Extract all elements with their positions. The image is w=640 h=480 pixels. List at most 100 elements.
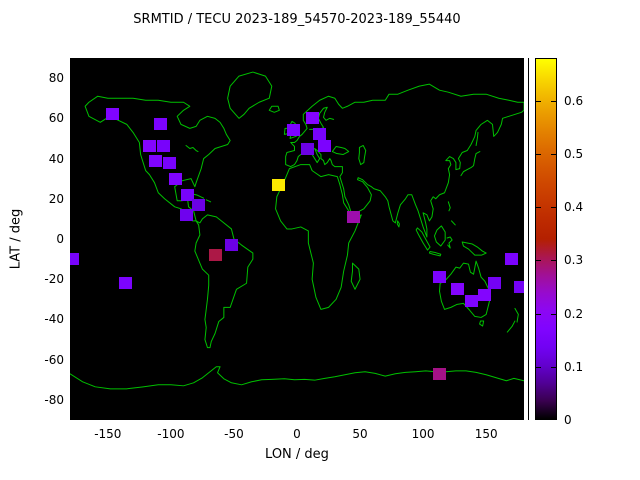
heatmap-cell: [433, 367, 446, 380]
coastline-sulawesi: [447, 237, 452, 248]
colorbar-tick-mark: [536, 100, 541, 102]
coastline-hispaniola: [206, 200, 210, 202]
x-axis-label: LON / deg: [265, 447, 329, 462]
heatmap-cell: [224, 239, 238, 252]
coastline-new-zealand-south: [507, 321, 515, 332]
x-tick-label: 50: [352, 427, 368, 441]
y-axis-label: LAT / deg: [8, 208, 24, 270]
heatmap-cell: [163, 156, 177, 169]
y-tick-label: -20: [44, 272, 64, 287]
colorbar-tick-label: 0: [564, 413, 572, 427]
heatmap-cell: [504, 253, 518, 266]
coastline-caspian-sea: [359, 145, 366, 164]
coastline-south-america: [195, 215, 253, 348]
coastline-sumatra: [416, 228, 430, 250]
y-tick-label: -80: [44, 392, 64, 407]
heatmap-cell: [318, 140, 332, 153]
coastline-madagascar: [351, 263, 360, 289]
heatmap-cell: [142, 140, 156, 153]
colorbar: [535, 58, 557, 420]
coastline-africa: [276, 165, 362, 310]
heatmap-cell: [464, 295, 478, 308]
x-tick-label: 100: [411, 427, 435, 441]
colorbar-tick-mark: [536, 366, 541, 368]
world-map: [70, 58, 524, 420]
y-tick-label: 20: [48, 191, 64, 206]
heatmap-cell: [478, 289, 492, 302]
x-tick-label: -50: [224, 427, 244, 441]
heatmap-cell: [347, 210, 361, 223]
colorbar-tick-mark: [551, 260, 556, 262]
colorbar-tick-mark: [551, 100, 556, 102]
heatmap-cell: [313, 128, 327, 141]
coastline-japan: [461, 152, 480, 176]
coastline-australia: [440, 261, 491, 317]
y-tick-label: 0: [56, 232, 64, 246]
colorbar-tick-mark: [536, 260, 541, 262]
coastline-sri-lanka: [397, 221, 399, 227]
heatmap-cell: [106, 108, 120, 121]
colorbar-tick-mark: [551, 419, 556, 420]
coastline-iceland: [269, 106, 279, 112]
colorbar-tick-label: 0.2: [564, 306, 584, 321]
colorbar-tick-label: 0.3: [564, 253, 584, 268]
coastline-black-sea: [332, 146, 348, 154]
colorbar-tick-mark: [536, 313, 541, 315]
heatmap-cell: [433, 271, 446, 284]
x-tick-label: -150: [94, 427, 122, 441]
x-tick-label: 0: [293, 427, 301, 441]
heatmap-cell: [488, 277, 502, 290]
coastline-java: [429, 251, 440, 255]
heatmap-cell: [118, 277, 132, 290]
heatmap-cell: [300, 142, 314, 155]
colorbar-tick-label: 0.5: [564, 146, 584, 161]
heatmap-cell: [208, 249, 222, 262]
colorbar-tick-mark: [536, 207, 541, 209]
coastline-north-america: [85, 96, 230, 221]
y-tick-label: 60: [48, 111, 64, 126]
colorbar-tick-mark: [536, 419, 541, 420]
y-tick-label: -40: [44, 312, 64, 327]
heatmap-cell: [169, 172, 183, 185]
colorbar-tick-mark: [551, 207, 556, 209]
heatmap-cell: [149, 154, 163, 167]
coastline-tasmania: [480, 321, 484, 326]
coastline-eurasia: [286, 84, 524, 237]
colorbar-tick-mark: [551, 366, 556, 368]
heatmap-cell: [271, 178, 285, 191]
colorbar-tick-label: 0.4: [564, 200, 584, 215]
coastline-great-lakes: [186, 145, 198, 151]
coastline-philippines-luzon: [448, 202, 450, 211]
heatmap-cell: [70, 253, 80, 266]
heatmap-cell: [286, 124, 300, 137]
colorbar-tick-label: 0.6: [564, 93, 584, 108]
separator-line: [528, 58, 529, 420]
y-tick-label: 40: [48, 151, 64, 166]
heatmap-cell: [154, 118, 168, 131]
colorbar-tick-label: 0.1: [564, 359, 584, 374]
heatmap-cell: [305, 112, 319, 125]
heatmap-cell: [450, 283, 464, 296]
coastline-antarctica: [70, 367, 524, 389]
heatmap-cell: [156, 140, 170, 153]
colorbar-tick-mark: [551, 313, 556, 315]
plot-title: SRMTID / TECU 2023-189_54570-2023-189_55…: [133, 12, 461, 27]
y-tick-label: 80: [48, 71, 64, 86]
x-tick-label: 150: [474, 427, 498, 441]
coastline-greenland: [228, 72, 272, 118]
coastline-philippines-mindanao: [451, 221, 455, 225]
coastlines-svg: [70, 58, 524, 420]
y-tick-label: -60: [44, 352, 64, 367]
colorbar-tick-mark: [536, 153, 541, 155]
heatmap-cell: [179, 208, 193, 221]
heatmap-cell: [192, 198, 206, 211]
coastline-new-guinea: [462, 242, 486, 255]
coastline-new-zealand-north: [515, 308, 518, 322]
colorbar-tick-mark: [551, 153, 556, 155]
coastline-sakhalin: [476, 132, 478, 145]
heatmap-cell: [513, 281, 524, 294]
x-tick-label: -100: [157, 427, 185, 441]
heatmap-cell: [180, 188, 194, 201]
coastline-borneo: [434, 226, 445, 246]
